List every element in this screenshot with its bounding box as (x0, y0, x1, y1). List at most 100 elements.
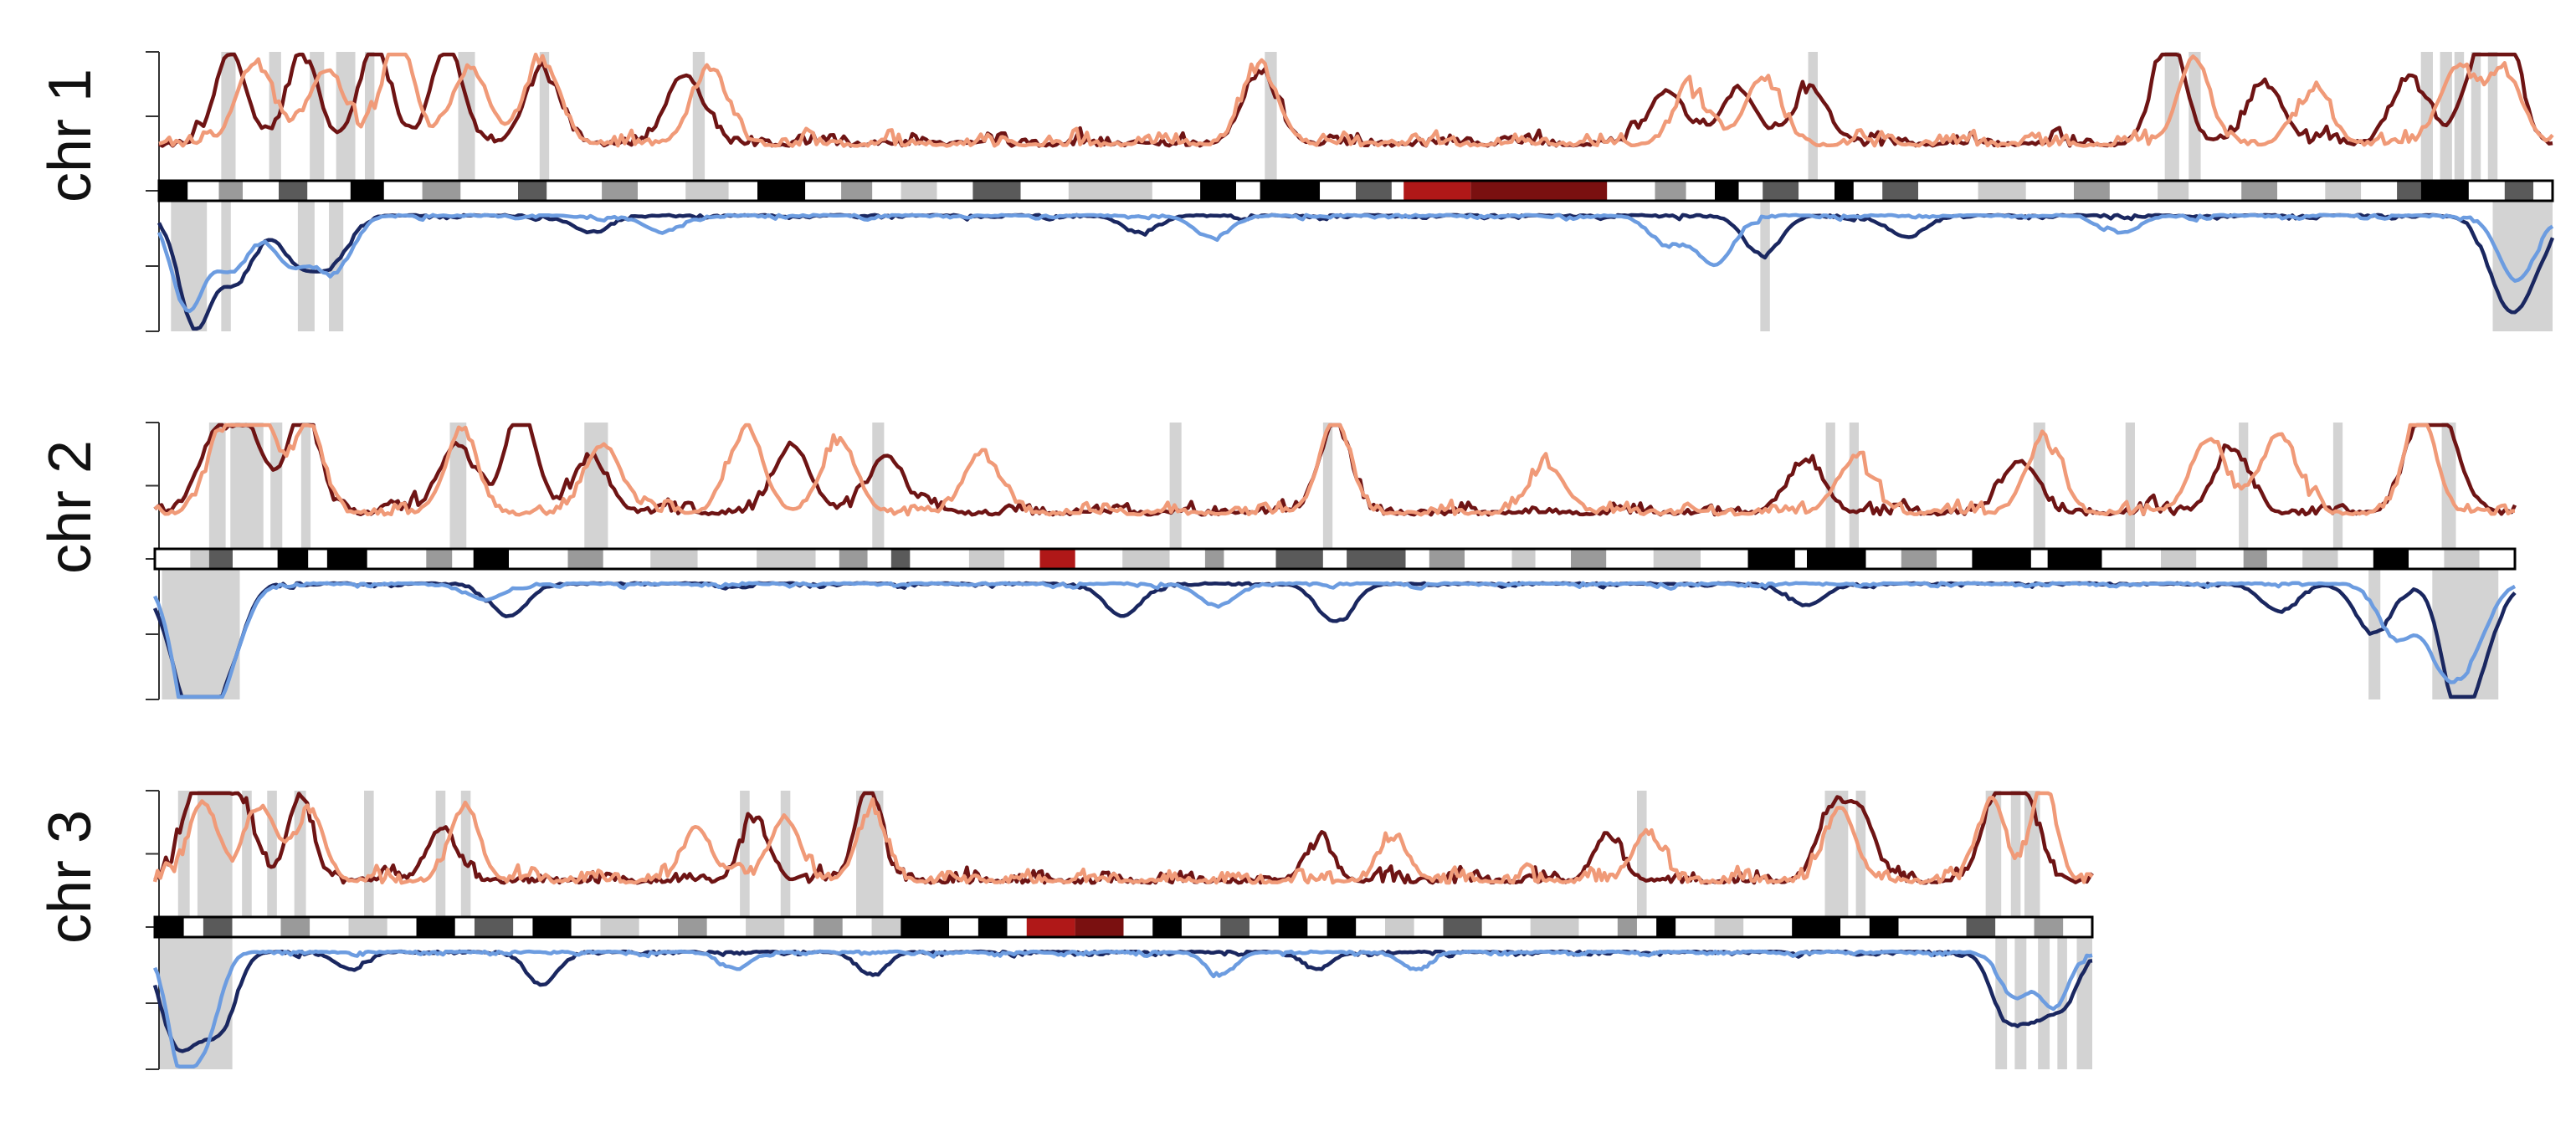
ideogram-band (1322, 549, 1347, 569)
ideogram-band (1794, 549, 1807, 569)
ideogram-band (233, 549, 278, 569)
ideogram-band (757, 181, 806, 201)
series-line-loss-a (152, 581, 2517, 699)
gain-highlight (242, 791, 252, 917)
ideogram-band (203, 917, 233, 937)
ideogram-band (1122, 549, 1170, 569)
ideogram-band (1391, 181, 1404, 201)
ideogram-band (2420, 181, 2469, 201)
gain-highlight (539, 52, 550, 181)
gain-highlight (460, 791, 471, 917)
ideogram-band (1747, 549, 1795, 569)
series-line-gain-b (158, 52, 2554, 148)
ideogram-band (1607, 181, 1655, 201)
series-lines (152, 791, 2094, 1069)
ideogram-band (1865, 549, 1901, 569)
ideogram-band (1840, 917, 1870, 937)
ideogram-band (603, 549, 651, 569)
panel-chr1: chr 1 (37, 51, 2555, 332)
ideogram-band (2030, 549, 2048, 569)
ideogram-band (2034, 917, 2064, 937)
gain-highlight (1636, 791, 1647, 917)
loss-highlight (2057, 937, 2067, 1069)
ideogram-band (1224, 549, 1276, 569)
ideogram-band (2189, 181, 2242, 201)
ideogram-band (348, 917, 387, 937)
ideogram-band (1356, 917, 1386, 937)
ideogram-band (1307, 917, 1327, 937)
ideogram-band (426, 549, 453, 569)
ideogram-band (1792, 917, 1841, 937)
gain-highlight (780, 791, 791, 917)
ideogram-band (387, 917, 417, 937)
chromosome-label: chr 1 (37, 69, 104, 202)
ideogram-band (872, 181, 901, 201)
ideogram-band (1511, 549, 1536, 569)
ideogram-band (218, 181, 244, 201)
ideogram-band (757, 549, 816, 569)
ideogram-band (2444, 549, 2480, 569)
ideogram-band (746, 917, 785, 937)
ideogram-band (1653, 549, 1701, 569)
ideogram-band (473, 549, 509, 569)
series-line-loss-b (157, 213, 2554, 314)
ideogram-band (805, 181, 842, 201)
gain-highlight (584, 423, 608, 549)
ideogram-band (1443, 917, 1482, 937)
ideogram-band (638, 181, 686, 201)
ideogram-band (190, 549, 209, 569)
ideogram-band (277, 549, 309, 569)
ideogram-band (685, 181, 729, 201)
ideogram-band (2266, 549, 2303, 569)
gain-highlight (740, 791, 750, 917)
ideogram-band (1152, 181, 1201, 201)
chromosome-ideogram (157, 179, 2554, 202)
loss-highlight (329, 201, 344, 331)
ideogram-band (326, 549, 367, 569)
ideogram-band (1995, 917, 2035, 937)
ideogram-band (2468, 181, 2505, 201)
ideogram-band (232, 917, 281, 937)
ideogram-band (1326, 917, 1357, 937)
ideogram-band (367, 549, 427, 569)
ideogram-band (1535, 549, 1571, 569)
ideogram-band (460, 181, 518, 201)
gain-highlight (2487, 52, 2498, 181)
ideogram-band (813, 917, 843, 937)
gain-highlight (2033, 423, 2045, 549)
ideogram-band (454, 917, 475, 937)
gain-highlight (2440, 52, 2452, 181)
chromosome-ideogram (153, 915, 2094, 939)
ideogram-band (697, 549, 757, 569)
ideogram-band (183, 917, 203, 937)
gain-highlight (872, 423, 885, 549)
ideogram-band (1169, 549, 1205, 569)
ideogram-band (1918, 181, 1978, 201)
ideogram-band (815, 549, 839, 569)
series-line-gain-b (153, 423, 2516, 517)
ideogram-band (1236, 181, 1260, 201)
ideogram-band (532, 917, 572, 937)
ideogram-band (1260, 181, 1321, 201)
series-lines (157, 52, 2555, 331)
ideogram-band (280, 917, 310, 937)
ideogram-band (839, 549, 868, 569)
loss-highlight (2492, 201, 2553, 331)
ideogram-band (208, 549, 233, 569)
series-line-gain-b (152, 791, 2094, 885)
ideogram-band (1465, 549, 1512, 569)
ideogram-band (159, 181, 188, 201)
ideogram-band (1204, 549, 1224, 569)
gain-highlight (1825, 423, 1835, 549)
ideogram-band (1181, 917, 1221, 937)
ideogram-outline (157, 179, 2554, 202)
gain-highlight (270, 423, 283, 549)
ideogram-band (2361, 181, 2398, 201)
ideogram-band (1937, 549, 1973, 569)
gain-highlight (2125, 423, 2135, 549)
gain-highlight (2332, 423, 2343, 549)
ideogram-band (2243, 549, 2267, 569)
ideogram-band (513, 917, 533, 937)
highlight-regions (171, 52, 2553, 331)
